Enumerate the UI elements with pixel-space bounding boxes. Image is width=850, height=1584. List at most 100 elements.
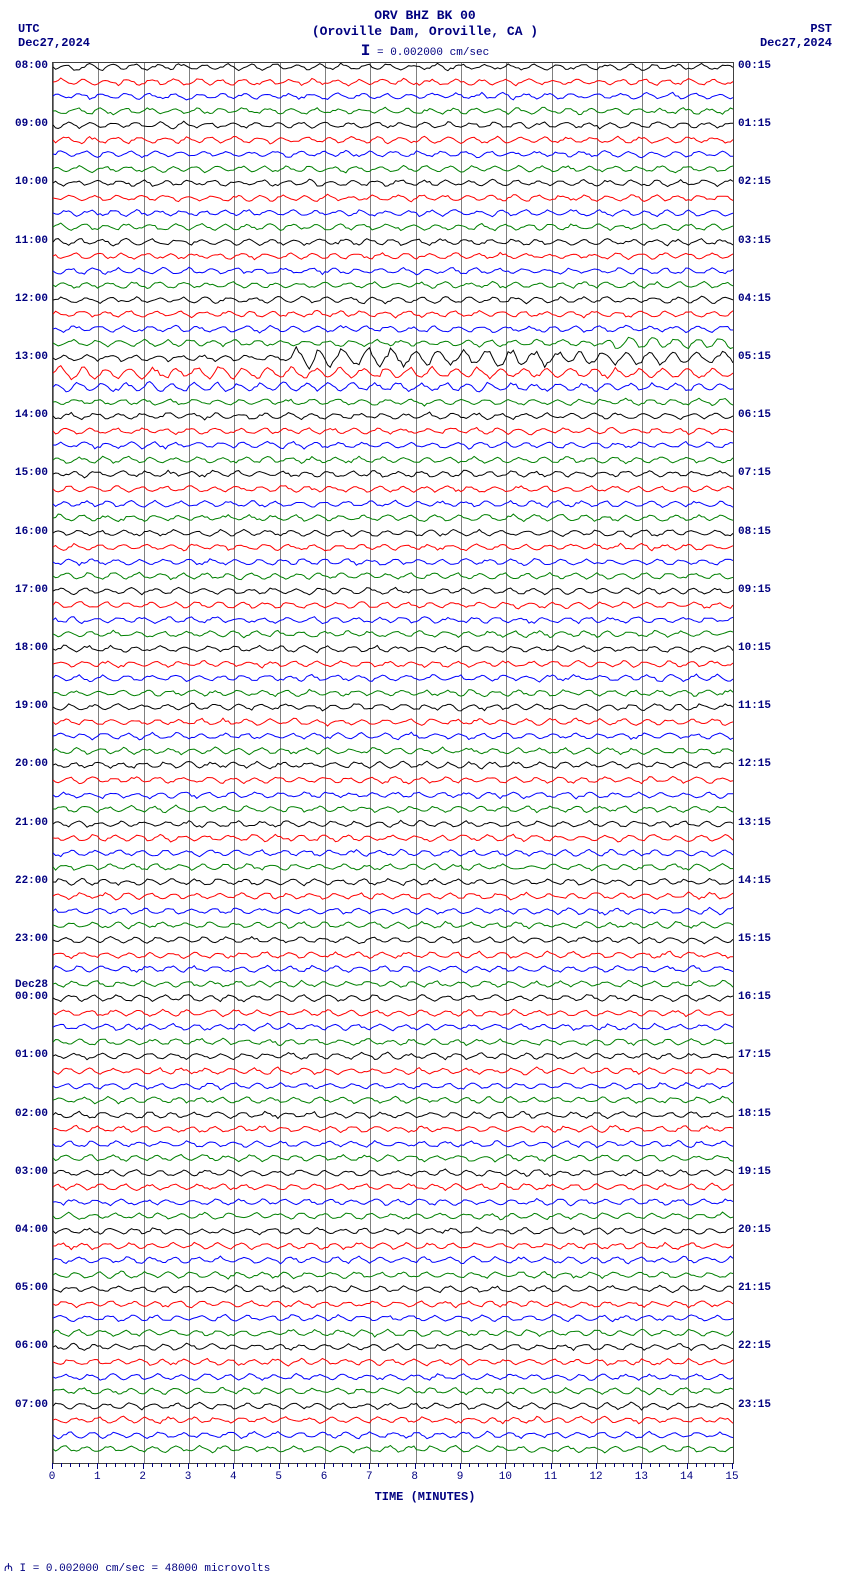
x-tick-minor xyxy=(451,1463,452,1467)
scale-note: I = 0.002000 cm/sec xyxy=(0,42,850,60)
x-tick-minor xyxy=(79,1463,80,1467)
x-tick-major xyxy=(596,1463,597,1469)
utc-time-label: 12:00 xyxy=(2,293,48,305)
x-tick-minor xyxy=(659,1463,660,1467)
x-tick-minor xyxy=(433,1463,434,1467)
x-tick-minor xyxy=(61,1463,62,1467)
pst-time-label: 23:15 xyxy=(738,1399,798,1411)
pst-time-label: 14:15 xyxy=(738,875,798,887)
utc-time-label: 21:00 xyxy=(2,817,48,829)
x-tick-minor xyxy=(134,1463,135,1467)
x-tick-label: 2 xyxy=(139,1471,146,1483)
pst-time-label: 03:15 xyxy=(738,235,798,247)
x-tick-major xyxy=(188,1463,189,1469)
x-tick-minor xyxy=(514,1463,515,1467)
x-tick-minor xyxy=(206,1463,207,1467)
tz-left-label: UTC xyxy=(18,22,40,36)
x-tick-minor xyxy=(297,1463,298,1467)
pst-time-label: 02:15 xyxy=(738,176,798,188)
x-tick-minor xyxy=(560,1463,561,1467)
pst-time-label: 01:15 xyxy=(738,118,798,130)
x-tick-minor xyxy=(288,1463,289,1467)
x-tick-minor xyxy=(496,1463,497,1467)
x-tick-minor xyxy=(224,1463,225,1467)
x-tick-minor xyxy=(270,1463,271,1467)
pst-time-label: 00:15 xyxy=(738,60,798,72)
x-tick-minor xyxy=(696,1463,697,1467)
x-tick-label: 7 xyxy=(366,1471,373,1483)
x-tick-minor xyxy=(125,1463,126,1467)
tz-right-label: PST xyxy=(810,22,832,36)
x-tick-minor xyxy=(342,1463,343,1467)
utc-time-label: 02:00 xyxy=(2,1108,48,1120)
seismogram-plot xyxy=(52,62,734,1464)
utc-time-label: 15:00 xyxy=(2,467,48,479)
utc-time-label: 16:00 xyxy=(2,526,48,538)
x-tick-minor xyxy=(523,1463,524,1467)
x-tick-label: 14 xyxy=(680,1471,693,1483)
x-tick-label: 10 xyxy=(499,1471,512,1483)
x-tick-minor xyxy=(360,1463,361,1467)
utc-time-label: 19:00 xyxy=(2,700,48,712)
x-tick-minor xyxy=(533,1463,534,1467)
utc-time-label: 18:00 xyxy=(2,642,48,654)
x-tick-minor xyxy=(424,1463,425,1467)
x-tick-minor xyxy=(215,1463,216,1467)
pst-time-label: 15:15 xyxy=(738,933,798,945)
x-tick-minor xyxy=(88,1463,89,1467)
x-tick-label: 8 xyxy=(411,1471,418,1483)
x-tick-minor xyxy=(315,1463,316,1467)
x-tick-minor xyxy=(650,1463,651,1467)
x-tick-major xyxy=(415,1463,416,1469)
footer-text: = 0.002000 cm/sec = 48000 microvolts xyxy=(33,1563,271,1575)
x-tick-label: 3 xyxy=(185,1471,192,1483)
pst-time-label: 13:15 xyxy=(738,817,798,829)
footer-prefix: ₼ I xyxy=(4,1563,33,1575)
x-tick-minor xyxy=(378,1463,379,1467)
utc-time-label: 05:00 xyxy=(2,1282,48,1294)
seismic-trace xyxy=(53,1434,733,1464)
x-tick-minor xyxy=(397,1463,398,1467)
x-tick-minor xyxy=(115,1463,116,1467)
utc-time-label: 07:00 xyxy=(2,1399,48,1411)
utc-time-label: 09:00 xyxy=(2,118,48,130)
x-tick-minor xyxy=(669,1463,670,1467)
x-tick-minor xyxy=(197,1463,198,1467)
scale-bar-icon: I xyxy=(361,42,371,60)
pst-time-label: 05:15 xyxy=(738,351,798,363)
x-tick-label: 4 xyxy=(230,1471,237,1483)
x-tick-minor xyxy=(714,1463,715,1467)
x-tick-minor xyxy=(705,1463,706,1467)
x-tick-minor xyxy=(478,1463,479,1467)
pst-time-label: 21:15 xyxy=(738,1282,798,1294)
x-tick-minor xyxy=(723,1463,724,1467)
pst-time-label: 17:15 xyxy=(738,1049,798,1061)
gridline-v xyxy=(733,63,734,1463)
utc-time-label: 22:00 xyxy=(2,875,48,887)
utc-time-label: 23:00 xyxy=(2,933,48,945)
x-tick-major xyxy=(551,1463,552,1469)
x-tick-label: 9 xyxy=(457,1471,464,1483)
x-tick-minor xyxy=(306,1463,307,1467)
utc-time-label: 04:00 xyxy=(2,1224,48,1236)
x-tick-label: 11 xyxy=(544,1471,557,1483)
x-tick-label: 13 xyxy=(635,1471,648,1483)
x-tick-label: 12 xyxy=(589,1471,602,1483)
x-tick-minor xyxy=(487,1463,488,1467)
utc-time-label: 10:00 xyxy=(2,176,48,188)
utc-time-label: 11:00 xyxy=(2,235,48,247)
x-tick-minor xyxy=(406,1463,407,1467)
x-tick-major xyxy=(460,1463,461,1469)
pst-time-label: 20:15 xyxy=(738,1224,798,1236)
x-tick-major xyxy=(233,1463,234,1469)
x-tick-major xyxy=(732,1463,733,1469)
x-tick-label: 0 xyxy=(49,1471,56,1483)
x-tick-label: 6 xyxy=(321,1471,328,1483)
x-axis: 0123456789101112131415 xyxy=(52,1463,732,1475)
x-tick-minor xyxy=(442,1463,443,1467)
utc-time-label: 13:00 xyxy=(2,351,48,363)
utc-time-label: 14:00 xyxy=(2,409,48,421)
pst-time-label: 07:15 xyxy=(738,467,798,479)
x-tick-minor xyxy=(351,1463,352,1467)
station-location: (Oroville Dam, Oroville, CA ) xyxy=(0,24,850,39)
